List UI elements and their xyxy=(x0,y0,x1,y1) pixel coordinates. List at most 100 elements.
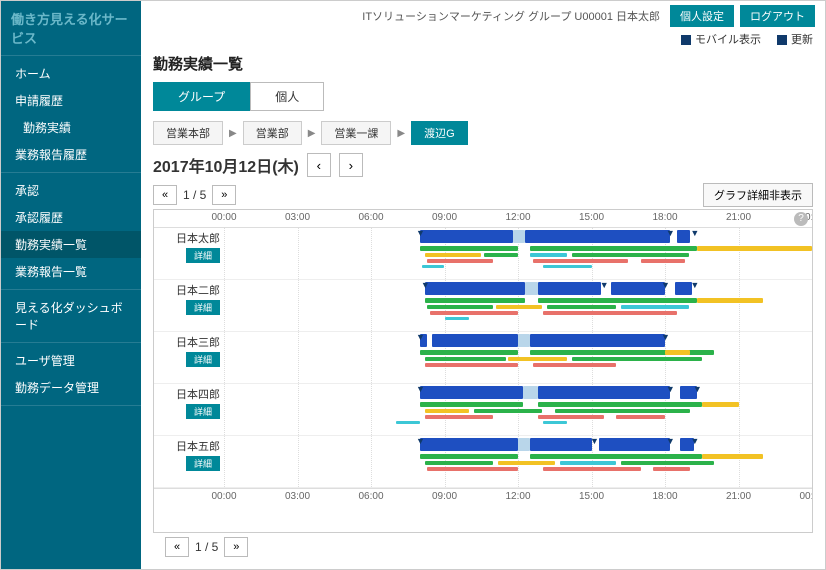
work-bar xyxy=(498,461,554,465)
nav-item-0[interactable]: ホーム xyxy=(1,60,141,87)
detail-button[interactable]: 詳細 xyxy=(186,404,220,419)
work-bar xyxy=(530,454,702,459)
work-bar xyxy=(538,415,604,419)
nav-item-1[interactable]: 申請履歴 xyxy=(1,87,141,114)
marker-icon: ▼ xyxy=(690,280,699,290)
graph-detail-toggle[interactable]: グラフ詳細非表示 xyxy=(703,183,813,207)
detail-button[interactable]: 詳細 xyxy=(186,352,220,367)
time-tick: 06:00 xyxy=(358,212,383,223)
person-row: 日本五郎詳細▼▼▼▼ xyxy=(154,436,812,488)
person-name: 日本五郎 xyxy=(154,438,220,454)
pager-last-button[interactable]: » xyxy=(212,185,236,205)
work-bar xyxy=(425,282,525,295)
help-icon[interactable]: ? xyxy=(794,212,808,226)
time-tick: 06:00 xyxy=(358,491,383,502)
work-bar xyxy=(538,282,602,295)
pager-bottom: « 1 / 5 » xyxy=(165,537,801,557)
nav-item-4[interactable]: 承認 xyxy=(1,177,141,204)
marker-icon: ▼ xyxy=(690,228,699,238)
work-bar xyxy=(555,409,690,413)
update-link[interactable]: 更新 xyxy=(777,31,813,47)
pager-last-button[interactable]: » xyxy=(224,537,248,557)
pager-first-button[interactable]: « xyxy=(165,537,189,557)
marker-icon: ▼ xyxy=(416,228,425,238)
nav-item-9[interactable]: ユーザ管理 xyxy=(1,347,141,374)
work-bar xyxy=(611,282,665,295)
pager-label: 1 / 5 xyxy=(183,188,206,202)
marker-icon: ▼ xyxy=(693,384,702,394)
work-bar xyxy=(427,467,518,471)
track: ▼▼▼▼ xyxy=(224,280,812,331)
work-bar xyxy=(641,259,685,263)
work-bar xyxy=(432,334,518,347)
work-bar xyxy=(525,230,670,243)
page-title: 勤務実績一覧 xyxy=(153,51,813,82)
mobile-view-link[interactable]: モバイル表示 xyxy=(681,31,761,47)
work-bar xyxy=(621,461,714,465)
nav-item-8[interactable]: 見える化ダッシュボード xyxy=(1,294,141,338)
nav-item-10[interactable]: 勤務データ管理 xyxy=(1,374,141,401)
detail-button[interactable]: 詳細 xyxy=(186,248,220,263)
nav-item-3[interactable]: 業務報告履歴 xyxy=(1,141,141,168)
prev-day-button[interactable]: ‹ xyxy=(307,153,331,177)
breadcrumb-item[interactable]: 渡辺G xyxy=(411,121,468,145)
work-bar xyxy=(547,305,616,309)
person-name: 日本三郎 xyxy=(154,334,220,350)
breadcrumb-item[interactable]: 営業一課 xyxy=(321,121,391,145)
work-bar xyxy=(484,253,518,257)
time-tick: 09:00 xyxy=(432,491,457,502)
work-bar xyxy=(425,415,494,419)
work-bar xyxy=(523,386,538,399)
nav-item-5[interactable]: 承認履歴 xyxy=(1,204,141,231)
work-bar xyxy=(425,461,494,465)
work-bar xyxy=(425,253,481,257)
time-tick: 18:00 xyxy=(652,491,677,502)
breadcrumb: 営業本部▶営業部▶営業一課▶渡辺G xyxy=(153,121,813,145)
tab-individual[interactable]: 個人 xyxy=(250,82,324,111)
detail-button[interactable]: 詳細 xyxy=(186,300,220,315)
work-bar xyxy=(508,357,567,361)
work-bar xyxy=(533,363,616,367)
nav-item-7[interactable]: 業務報告一覧 xyxy=(1,258,141,285)
next-day-button[interactable]: › xyxy=(339,153,363,177)
org-label: ITソリューションマーケティング グループ U00001 日本太郎 xyxy=(362,8,660,24)
person-row: 日本四郎詳細▼▼▼ xyxy=(154,384,812,436)
date-label: 2017年10月12日(木) xyxy=(153,153,299,177)
work-bar xyxy=(697,298,763,303)
marker-icon: ▼ xyxy=(666,384,675,394)
chevron-right-icon: ▶ xyxy=(308,128,316,139)
marker-icon: ▼ xyxy=(416,332,425,342)
work-bar xyxy=(702,454,763,459)
time-tick: 12:00 xyxy=(505,491,530,502)
work-bar xyxy=(543,421,568,424)
work-bar xyxy=(425,357,506,361)
work-bar xyxy=(525,282,537,295)
personal-settings-button[interactable]: 個人設定 xyxy=(670,5,734,27)
work-bar xyxy=(543,265,592,268)
marker-icon: ▼ xyxy=(661,280,670,290)
work-bar xyxy=(538,386,670,399)
marker-icon: ▼ xyxy=(590,436,599,446)
time-tick: 00:00 xyxy=(211,212,236,223)
breadcrumb-item[interactable]: 営業部 xyxy=(243,121,302,145)
work-bar xyxy=(616,415,665,419)
work-bar xyxy=(425,363,518,367)
time-tick: 03:00 xyxy=(285,491,310,502)
work-bar xyxy=(420,386,523,399)
pager-first-button[interactable]: « xyxy=(153,185,177,205)
time-tick: 15:00 xyxy=(579,212,604,223)
detail-button[interactable]: 詳細 xyxy=(186,456,220,471)
nav-item-6[interactable]: 勤務実績一覧 xyxy=(1,231,141,258)
work-bar xyxy=(530,246,697,251)
time-tick: 18:00 xyxy=(652,212,677,223)
work-bar xyxy=(420,454,518,459)
chevron-right-icon: ▶ xyxy=(229,128,237,139)
breadcrumb-item[interactable]: 営業本部 xyxy=(153,121,223,145)
work-bar xyxy=(533,259,629,263)
work-bar xyxy=(427,259,493,263)
brand-title: 働き方見える化サービス xyxy=(1,1,141,56)
person-name: 日本二郎 xyxy=(154,282,220,298)
tab-group[interactable]: グループ xyxy=(153,82,250,111)
nav-item-2[interactable]: 勤務実績 xyxy=(1,114,141,141)
logout-button[interactable]: ログアウト xyxy=(740,5,815,27)
